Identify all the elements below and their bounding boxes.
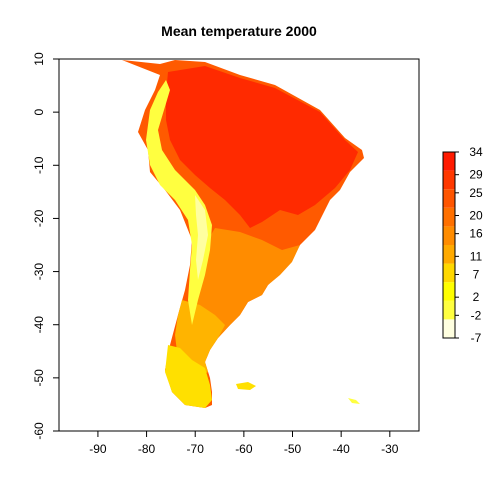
legend-color-band: [443, 189, 455, 208]
zone-mild: [195, 228, 300, 345]
legend-color-band: [443, 319, 455, 338]
y-tick-label: 10: [32, 52, 46, 66]
y-tick-label: -30: [32, 263, 46, 281]
zone-coldest: [195, 195, 208, 280]
x-axis: -90 -80 -70 -60 -50 -40 -30: [89, 430, 399, 456]
color-legend: 34 29 25 20 16 11 7 2 -2 -7: [442, 145, 483, 345]
y-axis: 10 0 -10 -20 -30 -40 -50 -60: [32, 52, 60, 440]
x-tick-label: -60: [235, 442, 253, 456]
y-tick-label: -10: [32, 156, 46, 174]
legend-tick-label: -7: [471, 331, 482, 345]
x-tick-label: -80: [138, 442, 156, 456]
legend-color-band: [443, 282, 455, 301]
x-tick-label: -90: [89, 442, 107, 456]
south-america-landmass: [122, 60, 364, 408]
zone-hot: [166, 66, 358, 228]
y-tick-label: -60: [32, 422, 46, 440]
south-georgia-island: [348, 398, 360, 404]
x-tick-label: -50: [284, 442, 302, 456]
y-tick-label: -40: [32, 316, 46, 334]
legend-color-band: [443, 263, 455, 283]
map-panel: [58, 58, 420, 432]
x-tick-label: -30: [381, 442, 399, 456]
x-tick-label: -70: [187, 442, 205, 456]
zone-andes: [146, 80, 212, 325]
legend-tick-label: 16: [469, 227, 483, 241]
y-tick-label: -50: [32, 369, 46, 387]
legend-tick-label: 25: [469, 186, 483, 200]
legend-color-band: [443, 207, 455, 227]
x-tick-label: -40: [332, 442, 350, 456]
legend-tick-label: 7: [473, 267, 480, 281]
legend-tick-label: 29: [469, 168, 483, 182]
legend-color-band: [443, 300, 455, 320]
zone-cold: [165, 345, 212, 408]
legend-color-band: [443, 152, 455, 171]
legend-tick-label: 34: [469, 145, 483, 159]
legend-tick-label: 11: [470, 249, 483, 263]
legend-color-band: [443, 170, 455, 190]
falkland-islands: [236, 382, 256, 390]
legend-frame: [442, 151, 456, 339]
legend-tick-label: 20: [469, 209, 483, 223]
y-tick-label: 0: [32, 108, 46, 115]
y-tick-label: -20: [32, 209, 46, 227]
legend-tick-label: 2: [473, 290, 480, 304]
legend-color-band: [443, 245, 455, 264]
legend-color-band: [443, 226, 455, 245]
legend-tick-label: -2: [471, 308, 482, 322]
map-title: Mean temperature 2000: [161, 23, 317, 39]
